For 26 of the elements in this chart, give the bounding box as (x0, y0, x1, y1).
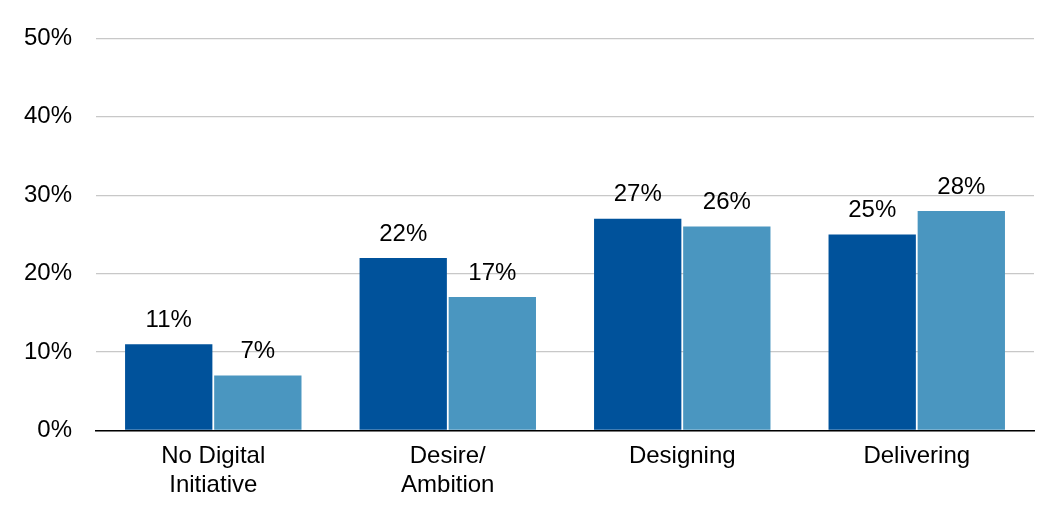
data-label: 25% (848, 195, 897, 223)
y-tick-label: 50% (23, 23, 73, 51)
bar (594, 218, 682, 430)
y-tick-label: 30% (23, 179, 73, 207)
y-tick-label: 10% (23, 336, 73, 364)
bar (359, 257, 447, 430)
bar (683, 226, 771, 430)
data-label: 11% (145, 304, 192, 332)
data-label: 26% (702, 187, 751, 215)
bar (214, 375, 302, 430)
bar (448, 297, 536, 430)
data-label: 27% (613, 179, 662, 207)
y-tick-label: 20% (23, 258, 73, 286)
data-label: 28% (937, 171, 986, 199)
x-tick-label: No Digital Initiative (161, 441, 266, 498)
y-tick-label: 40% (23, 101, 73, 129)
y-tick-label: 0% (37, 415, 73, 443)
data-label: 7% (240, 336, 276, 364)
x-tick-label: Delivering (863, 441, 971, 469)
bar (917, 210, 1005, 430)
x-tick-label: Designing (628, 441, 736, 469)
bar (828, 234, 916, 430)
data-label: 17% (468, 257, 517, 285)
bar (125, 344, 213, 430)
x-tick-label: Desire/ Ambition (401, 441, 495, 498)
data-label: 22% (379, 218, 428, 246)
